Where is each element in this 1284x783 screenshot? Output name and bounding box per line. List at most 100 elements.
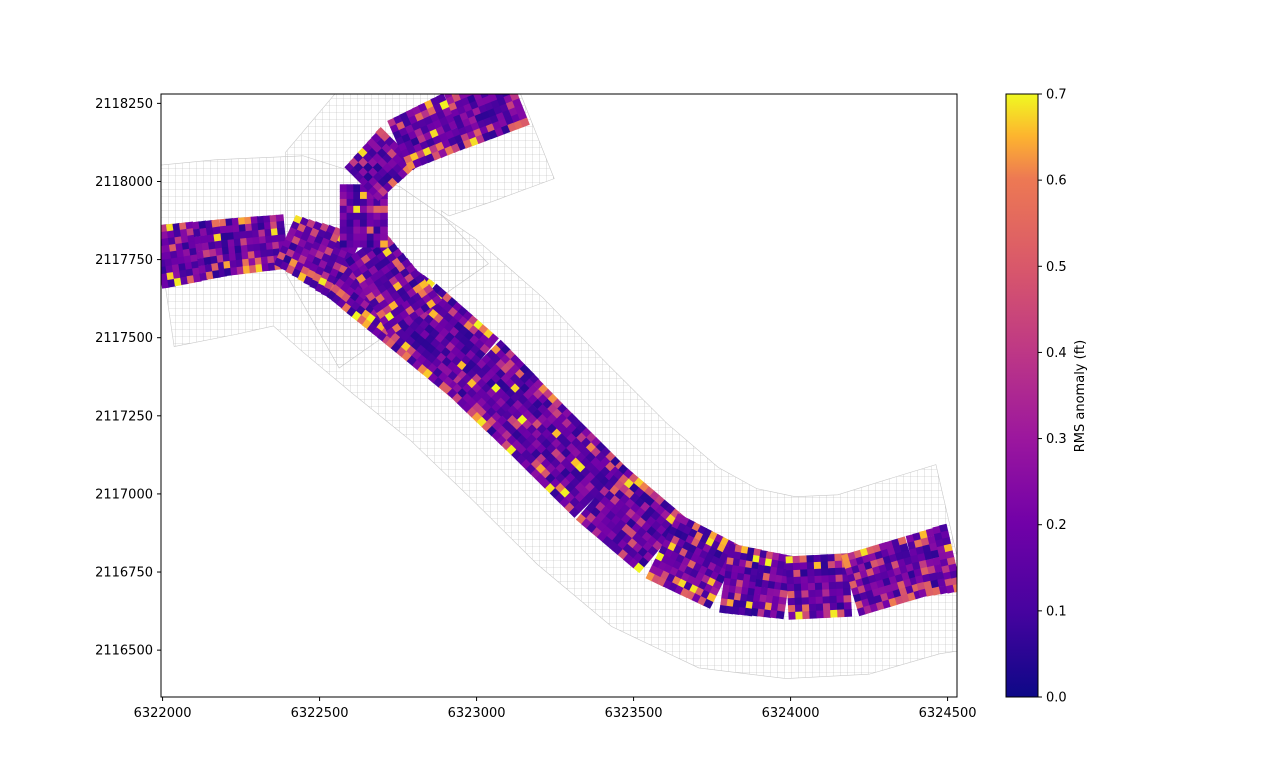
heatmap-cell bbox=[195, 243, 204, 252]
heatmap-cell bbox=[490, 78, 500, 88]
heatmap-cell bbox=[266, 249, 275, 258]
colorbar-tick-label: 0.1 bbox=[1046, 604, 1067, 619]
heatmap-cell bbox=[814, 582, 823, 591]
heatmap-cell bbox=[233, 238, 243, 247]
heatmap-cell bbox=[265, 242, 275, 251]
heatmap-cell bbox=[764, 602, 774, 611]
heatmap-cell bbox=[736, 572, 746, 582]
heatmap-cell bbox=[173, 229, 183, 239]
heatmap-cell bbox=[202, 249, 212, 259]
heatmap-cell bbox=[722, 584, 731, 594]
heatmap-cell bbox=[778, 553, 787, 563]
heatmap-cell bbox=[821, 575, 830, 584]
heatmap-cell bbox=[758, 557, 767, 566]
heatmap-cell bbox=[918, 588, 928, 598]
heatmap-cell bbox=[253, 243, 262, 252]
x-axis: 6322000 6322500 6323000 6323500 6324000 63245… bbox=[134, 697, 977, 721]
y-tick-label: 2117500 bbox=[95, 331, 153, 346]
heatmap-cell bbox=[228, 253, 238, 262]
heatmap-cell bbox=[353, 226, 361, 234]
heatmap-cell bbox=[235, 259, 245, 268]
heatmap-cell bbox=[943, 543, 953, 553]
heatmap-cell bbox=[180, 235, 190, 245]
heatmap-cell bbox=[346, 205, 355, 213]
heatmap-cell bbox=[201, 242, 211, 251]
heatmap-cell bbox=[353, 212, 361, 220]
heatmap-cell bbox=[941, 564, 951, 575]
heatmap-cell bbox=[346, 226, 355, 234]
heatmap-cell bbox=[760, 587, 769, 596]
heatmap-cell bbox=[944, 578, 954, 588]
heatmap-cell bbox=[253, 250, 263, 259]
heatmap-cell bbox=[780, 582, 789, 592]
heatmap-cell bbox=[830, 609, 839, 618]
heatmap-cell bbox=[353, 191, 361, 199]
heatmap-cell bbox=[763, 609, 773, 618]
heatmap-cell bbox=[231, 217, 240, 226]
heatmap-cell bbox=[209, 248, 218, 258]
heatmap-cell bbox=[809, 610, 818, 619]
colorbar-label: RMS anomaly (ft) bbox=[1073, 340, 1088, 452]
heatmap-cell bbox=[272, 241, 281, 250]
heatmap-cell bbox=[776, 567, 785, 577]
heatmap-cell bbox=[828, 574, 837, 583]
heatmap-cell bbox=[275, 214, 285, 223]
heatmap-cell bbox=[264, 228, 273, 238]
heatmap-cell bbox=[180, 276, 189, 285]
heatmap-cell bbox=[214, 240, 224, 250]
heatmap-cell bbox=[346, 191, 355, 199]
heatmap-cell bbox=[258, 229, 267, 238]
heatmap-cell bbox=[836, 595, 845, 604]
heatmap-cell bbox=[161, 259, 167, 268]
plot-area bbox=[160, 72, 958, 698]
heatmap-cell bbox=[703, 598, 714, 609]
heatmap-cell bbox=[770, 602, 780, 612]
heatmap-cell bbox=[248, 257, 257, 267]
heatmap-cell bbox=[814, 575, 823, 584]
heatmap-cell bbox=[498, 81, 508, 91]
heatmap-cell bbox=[339, 205, 348, 213]
heatmap-cell bbox=[256, 215, 266, 225]
heatmap-cell bbox=[759, 550, 769, 559]
heatmap-cell bbox=[169, 250, 179, 260]
heatmap-cell bbox=[163, 251, 173, 261]
heatmap-cell bbox=[200, 235, 210, 244]
heatmap-cell bbox=[373, 205, 382, 213]
heatmap-cell bbox=[196, 250, 205, 260]
heatmap-cell bbox=[366, 212, 375, 220]
heatmap-cell bbox=[191, 260, 200, 270]
heatmap-cell bbox=[734, 586, 744, 595]
heatmap-cell bbox=[730, 571, 740, 581]
y-tick-label: 2118250 bbox=[95, 97, 153, 112]
heatmap-cell bbox=[761, 579, 771, 589]
heatmap-cell bbox=[211, 219, 220, 228]
heatmap-cell bbox=[908, 547, 919, 557]
heatmap-cell bbox=[787, 604, 796, 613]
heatmap-cell bbox=[916, 581, 926, 591]
heatmap-cell bbox=[255, 264, 264, 273]
heatmap-cell bbox=[240, 244, 250, 254]
heatmap-cell bbox=[816, 610, 825, 619]
heatmap-cell bbox=[843, 588, 851, 597]
heatmap-cell bbox=[373, 219, 382, 227]
heatmap-cell bbox=[475, 76, 485, 86]
heatmap-cell bbox=[366, 226, 375, 234]
heatmap-cell bbox=[739, 552, 749, 562]
heatmap-cell bbox=[167, 278, 177, 288]
heatmap-cell bbox=[483, 80, 493, 90]
heatmap-cell bbox=[260, 256, 270, 265]
heatmap-cell bbox=[738, 607, 747, 616]
heatmap-cell bbox=[777, 603, 786, 613]
heatmap-cell bbox=[936, 545, 947, 555]
heatmap-cell bbox=[912, 561, 922, 571]
heatmap-cell bbox=[198, 265, 207, 274]
heatmap-cell bbox=[751, 561, 760, 571]
heatmap-cell bbox=[373, 232, 382, 241]
heatmap-cell bbox=[175, 242, 184, 252]
heatmap-cell bbox=[360, 191, 368, 199]
heatmap-cell bbox=[765, 551, 775, 560]
heatmap-cell bbox=[360, 232, 368, 241]
heatmap-cell bbox=[747, 587, 756, 597]
heatmap-cell bbox=[502, 72, 512, 82]
heatmap-cell bbox=[172, 222, 182, 232]
